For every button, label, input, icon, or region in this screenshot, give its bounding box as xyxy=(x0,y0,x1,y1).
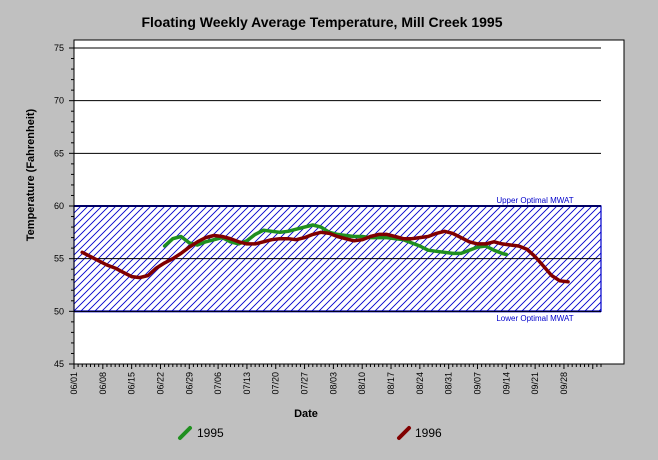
y-tick-label-50: 50 xyxy=(54,306,64,316)
series-lines xyxy=(80,223,570,284)
y-axis-label: Temperature (Fahrenheit) xyxy=(25,108,37,241)
x-tick-label-08-24: 08/24 xyxy=(415,372,425,395)
x-tick-label-06-08: 06/08 xyxy=(98,372,108,395)
legend-item-1995: 1995 xyxy=(178,426,224,440)
y-tick-label-45: 45 xyxy=(54,359,64,369)
x-tick-label-07-06: 07/06 xyxy=(213,372,223,395)
x-tick-label-06-01: 06/01 xyxy=(69,372,79,395)
y-tick-label-55: 55 xyxy=(54,254,64,264)
x-tick-label-08-03: 08/03 xyxy=(328,372,338,395)
x-tick-label-09-28: 09/28 xyxy=(559,372,569,395)
gridlines xyxy=(74,47,601,312)
y-tick-label-70: 70 xyxy=(54,96,64,106)
x-tick-label-09-07: 09/07 xyxy=(472,372,482,395)
x-tick-label-06-22: 06/22 xyxy=(155,372,165,395)
legend-item-1996: 1996 xyxy=(397,426,442,440)
x-tick-label-07-27: 07/27 xyxy=(300,372,310,395)
y-tick-label-65: 65 xyxy=(54,148,64,158)
axes: 45 50 55 60 65 70 75 06/01 06/08 06/15 06/22 06/29 0… xyxy=(54,43,602,395)
x-tick-label-07-20: 07/20 xyxy=(271,372,281,395)
x-tick-label-09-14: 09/14 xyxy=(501,372,511,395)
band-lower-label: Lower Optimal MWAT xyxy=(496,314,573,323)
x-axis-label: Date xyxy=(294,408,318,420)
legend-label-1996: 1996 xyxy=(415,426,442,440)
x-tick-label-07-13: 07/13 xyxy=(242,372,252,395)
x-tick-label-06-15: 06/15 xyxy=(127,372,137,395)
legend-label-1995: 1995 xyxy=(197,426,224,440)
legend: 1995 1996 xyxy=(178,426,442,440)
x-tick-label-08-31: 08/31 xyxy=(444,372,454,395)
x-tick-label-09-21: 09/21 xyxy=(530,372,540,395)
series-line-1996 xyxy=(80,229,570,284)
band-upper-label: Upper Optimal MWAT xyxy=(496,196,573,205)
x-tick-label-08-10: 08/10 xyxy=(357,372,367,395)
y-tick-label-60: 60 xyxy=(54,201,64,211)
y-tick-label-75: 75 xyxy=(54,43,64,53)
chart-title: Floating Weekly Average Temperature, Mil… xyxy=(141,14,502,30)
legend-swatch-1996 xyxy=(397,426,411,440)
x-tick-label-08-17: 08/17 xyxy=(386,372,396,395)
x-tick-label-06-29: 06/29 xyxy=(184,372,194,395)
legend-swatch-1995 xyxy=(178,426,192,440)
